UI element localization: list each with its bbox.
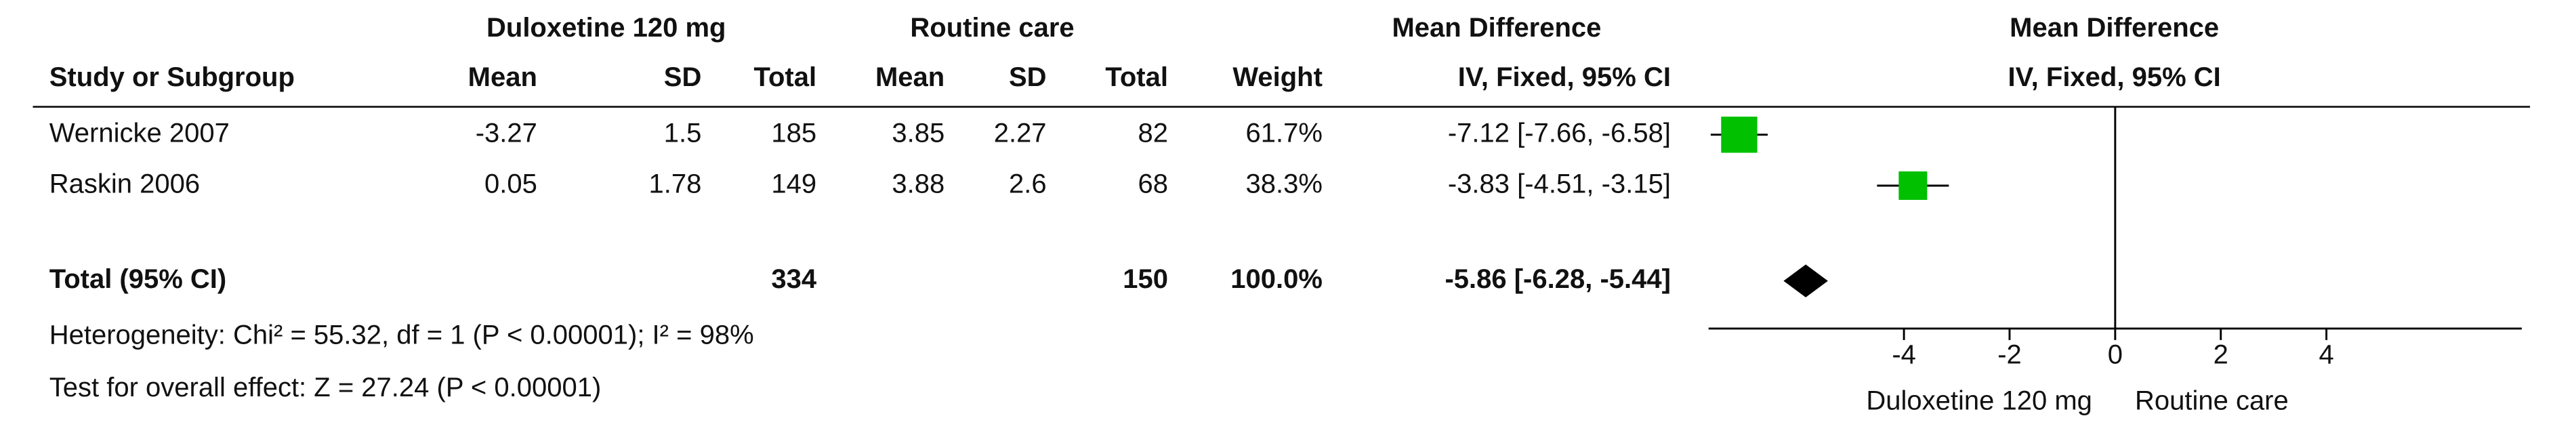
column-header: Mean <box>468 62 537 92</box>
study-name: Raskin 2006 <box>49 169 200 199</box>
study-name: Wernicke 2007 <box>49 118 230 148</box>
cell: 68 <box>1138 169 1168 199</box>
x-tick-label: 4 <box>2319 340 2333 370</box>
group-header: Routine care <box>910 13 1074 43</box>
cell: 185 <box>771 118 816 148</box>
overall-effect: Test for overall effect: Z = 27.24 (P < … <box>49 373 602 402</box>
total-diamond <box>1783 264 1828 297</box>
x-tick-label: -4 <box>1892 340 1916 370</box>
column-header: Weight <box>1232 62 1323 92</box>
cell: 1.78 <box>649 169 702 199</box>
column-header: SD <box>1009 62 1047 92</box>
cell: -7.12 [-7.66, -6.58] <box>1448 118 1671 148</box>
column-header: Total <box>1105 62 1168 92</box>
weight-square <box>1721 117 1758 153</box>
cell: 3.88 <box>892 169 944 199</box>
group-header: Mean Difference <box>1392 13 1601 43</box>
cell: 1.5 <box>664 118 702 148</box>
cell: 0.05 <box>484 169 537 199</box>
x-label-left: Duloxetine 120 mg <box>1866 386 2092 416</box>
column-header: SD <box>664 62 702 92</box>
heterogeneity: Heterogeneity: Chi² = 55.32, df = 1 (P <… <box>49 320 754 350</box>
total-cell: -5.86 [-6.28, -5.44] <box>1445 264 1671 294</box>
plot-header: IV, Fixed, 95% CI <box>2008 62 2221 92</box>
weight-square <box>1898 171 1928 201</box>
cell: 61.7% <box>1245 118 1322 148</box>
x-tick-label: 0 <box>2108 340 2123 370</box>
cell: -3.27 <box>476 118 537 148</box>
cell: -3.83 [-4.51, -3.15] <box>1448 169 1671 199</box>
cell: 2.6 <box>1009 169 1047 199</box>
total-cell: 150 <box>1123 264 1168 294</box>
total-cell: 334 <box>771 264 816 294</box>
total-cell: 100.0% <box>1230 264 1323 294</box>
column-header: IV, Fixed, 95% CI <box>1458 62 1671 92</box>
column-header: Total <box>754 62 817 92</box>
cell: 38.3% <box>1245 169 1322 199</box>
column-header: Study or Subgroup <box>49 62 295 92</box>
cell: 2.27 <box>994 118 1047 148</box>
cell: 149 <box>771 169 816 199</box>
group-header: Mean Difference <box>2010 13 2219 43</box>
column-header: Mean <box>875 62 944 92</box>
x-tick-label: 2 <box>2214 340 2228 370</box>
total-name: Total (95% CI) <box>49 264 227 294</box>
x-label-right: Routine care <box>2135 386 2289 416</box>
group-header: Duloxetine 120 mg <box>486 13 726 43</box>
cell: 3.85 <box>892 118 944 148</box>
cell: 82 <box>1138 118 1168 148</box>
x-tick-label: -2 <box>1997 340 2022 370</box>
